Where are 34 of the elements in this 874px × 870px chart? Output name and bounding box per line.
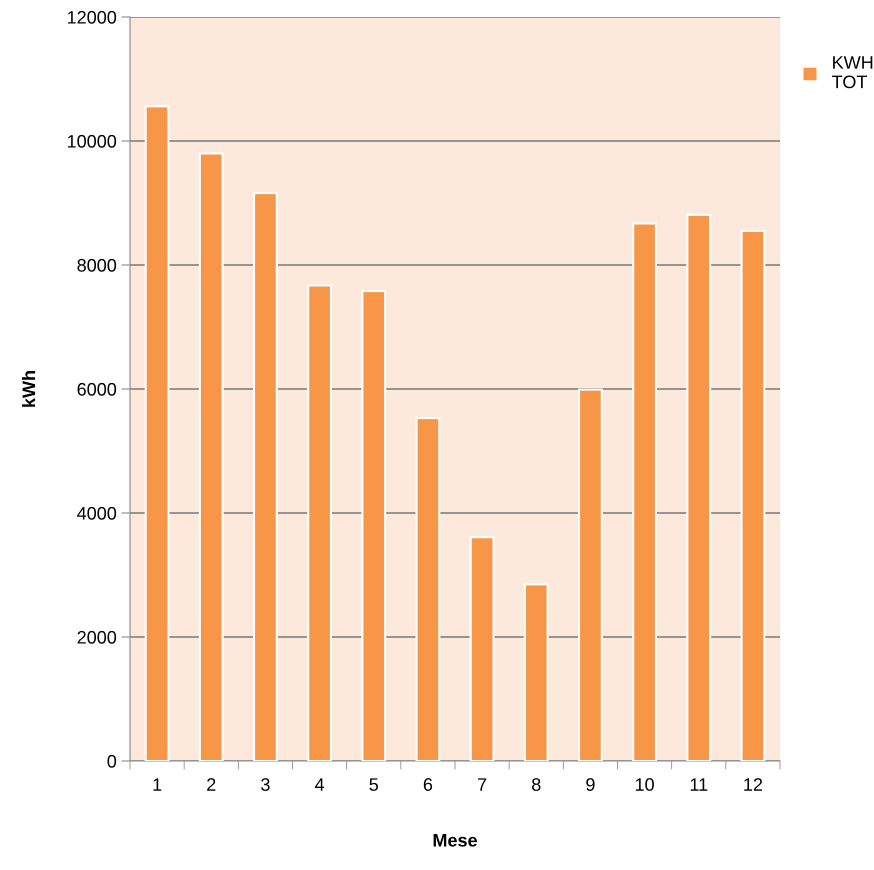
bar (740, 230, 766, 761)
x-tick-label: 3 (261, 778, 270, 791)
bar (307, 284, 332, 761)
bar (198, 152, 224, 761)
y-tick-label: 12000 (68, 10, 116, 24)
bar (144, 105, 170, 761)
bar (524, 583, 549, 761)
x-tick-label: 9 (586, 778, 595, 791)
x-tick-label: 12 (744, 778, 762, 791)
x-tick-label: 7 (478, 778, 486, 791)
bar (632, 222, 658, 761)
x-tick-label: 8 (532, 778, 540, 791)
x-axis-title: Mese (434, 834, 477, 847)
x-tick-label: 10 (636, 778, 654, 791)
y-axis-title: kWh (22, 371, 36, 407)
x-tick-label: 1 (153, 778, 162, 791)
y-tick-label: 0 (107, 754, 116, 768)
bar (686, 214, 712, 761)
y-tick-label: 10000 (68, 134, 116, 148)
x-tick-label: 4 (314, 778, 324, 791)
x-tick-label: 2 (207, 778, 216, 791)
x-tick-label: 5 (369, 778, 378, 791)
bar (361, 290, 386, 761)
x-tick-label: 6 (424, 778, 432, 791)
bar (415, 417, 440, 761)
y-tick-label: 8000 (77, 258, 116, 272)
y-tick-label: 2000 (78, 630, 116, 644)
y-tick-label: 6000 (78, 382, 116, 396)
x-tick-label: 11 (690, 778, 708, 791)
bar (578, 388, 603, 761)
bar (252, 192, 278, 761)
bar (470, 536, 495, 761)
y-tick-label: 4000 (77, 506, 116, 520)
legend-label: KWH TOT (832, 56, 872, 88)
